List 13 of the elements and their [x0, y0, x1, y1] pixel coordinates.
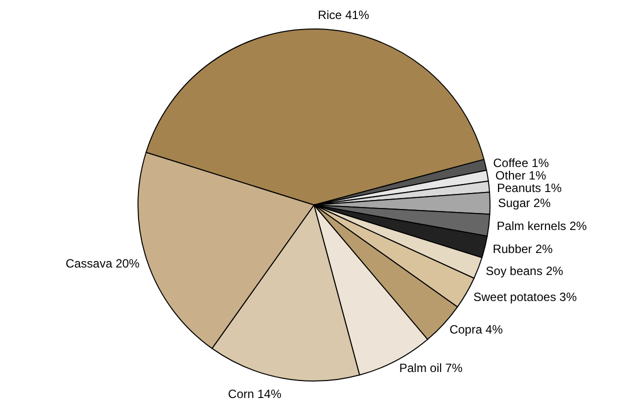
slice-label: Peanuts 1%: [496, 180, 562, 195]
slice-label: Palm kernels 2%: [496, 219, 588, 234]
slice-label: Rubber 2%: [492, 242, 554, 256]
slice-label: Palm oil 7%: [399, 361, 463, 376]
slice-label: Sugar 2%: [498, 196, 552, 210]
slice-label: Soy beans 2%: [486, 264, 564, 278]
slice-label: Sweet potatoes 3%: [473, 290, 578, 304]
slice-label: Coffee 1%: [493, 156, 550, 170]
slice-label: Other 1%: [495, 168, 546, 182]
slice-label: Copra 4%: [449, 322, 504, 337]
slice-label: Corn 14%: [228, 387, 282, 402]
slice-label: Cassava 20%: [66, 256, 140, 271]
slice-label: Rice 41%: [318, 8, 370, 22]
